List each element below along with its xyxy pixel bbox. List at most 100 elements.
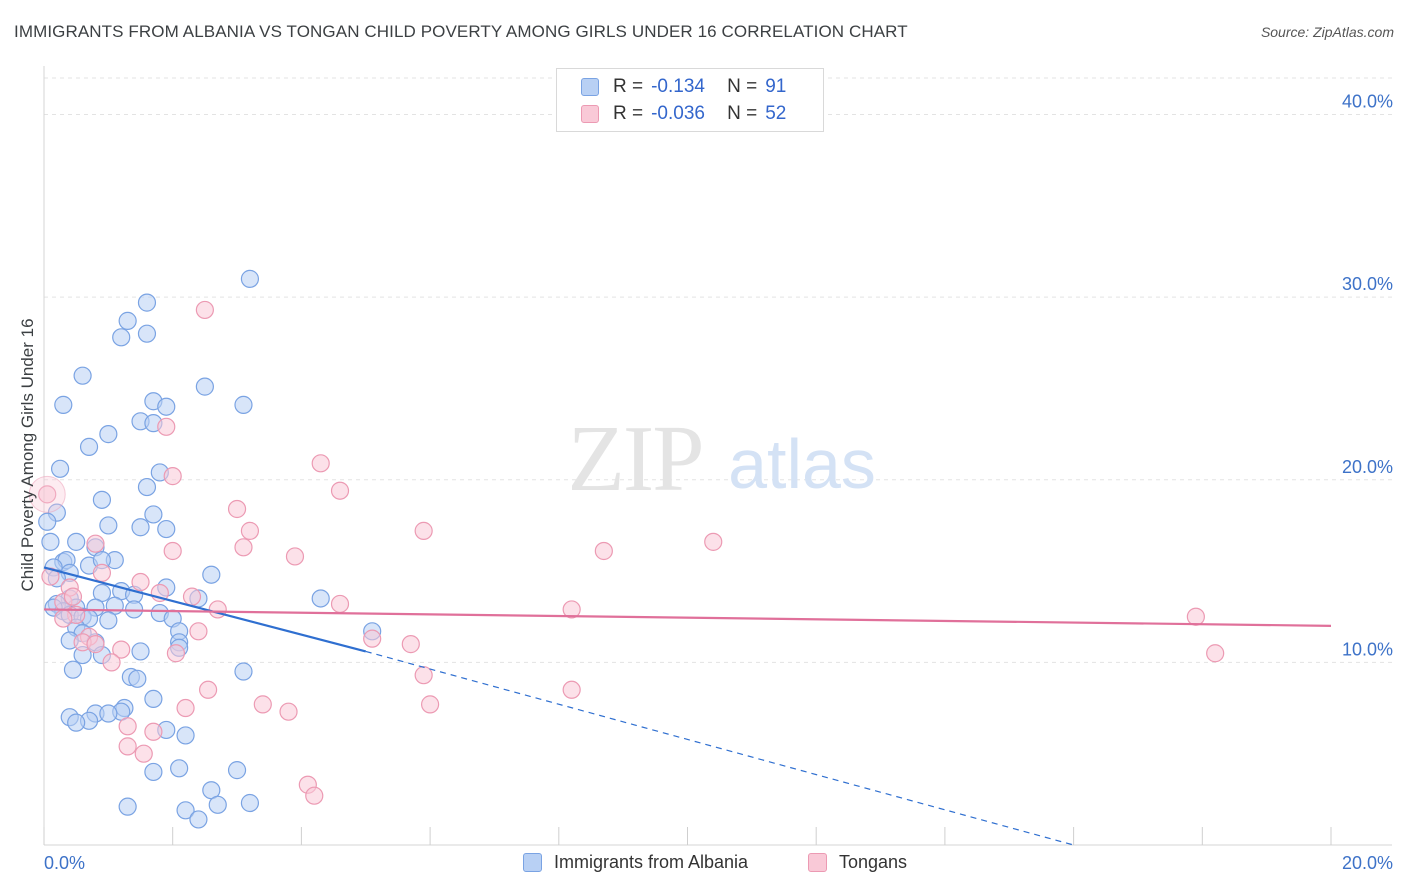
albania-point	[128, 669, 147, 688]
albania-point	[208, 795, 227, 814]
legend-r-label: R =	[613, 103, 644, 124]
albania-point	[67, 532, 86, 551]
series-legend-tongans[interactable]: Tongans	[808, 852, 907, 873]
tongan-point	[86, 534, 105, 553]
tongan-point	[330, 481, 350, 500]
albania-point	[227, 761, 247, 780]
albania-point	[73, 366, 92, 385]
albania-point	[157, 397, 176, 416]
tongan-point	[1186, 607, 1205, 626]
legend-n-label: N =	[727, 76, 758, 97]
albania-point	[112, 328, 131, 347]
tongan-point	[704, 532, 723, 551]
points-layer	[28, 269, 1225, 829]
axis-layer: 10.0% 20.0% 30.0% 40.0% 0.0% 20.0%	[43, 66, 1393, 873]
source-credit: Source: ZipAtlas.com	[1260, 24, 1394, 40]
tongan-point	[112, 640, 131, 659]
legend-row-tongans: R = -0.036 N = 52	[581, 102, 786, 126]
tongan-trend-line	[43, 608, 1332, 627]
albania-point	[137, 477, 157, 497]
tongan-point	[63, 587, 83, 606]
albania-point	[234, 395, 253, 414]
albania-point	[144, 505, 163, 524]
albania-point	[144, 689, 163, 709]
tongan-point	[118, 737, 137, 756]
albania-point	[54, 395, 73, 414]
legend-r-label: R =	[613, 76, 644, 97]
albania-trend-line	[43, 566, 367, 653]
albania-point	[311, 589, 330, 608]
grid-layer	[44, 77, 1392, 663]
albania-point	[170, 759, 189, 778]
tongan-point	[102, 653, 121, 672]
tongan-point	[157, 417, 176, 436]
tongan-point	[86, 635, 105, 654]
tongan-point	[401, 635, 420, 654]
tongan-point	[54, 609, 73, 628]
albania-point	[240, 793, 260, 813]
watermark-atlas: atlas	[728, 425, 876, 503]
legend-swatch-albania	[581, 78, 599, 96]
albania-point	[99, 611, 118, 630]
albania-point	[67, 713, 86, 732]
tongan-point	[1206, 644, 1225, 663]
tongan-point	[562, 680, 581, 699]
series-legend-label: Tongans	[839, 852, 908, 872]
albania-point	[118, 797, 137, 816]
tongan-point-large	[28, 475, 66, 513]
albania-point	[131, 518, 150, 537]
tongan-point	[240, 521, 260, 540]
legend-swatch-tongans	[581, 105, 599, 123]
tongan-point	[189, 622, 208, 641]
tongan-point	[285, 547, 305, 566]
series-legend-label: Immigrants from Albania	[554, 852, 749, 872]
albania-point	[137, 324, 157, 343]
series-swatch-albania	[523, 853, 542, 872]
tongan-point	[163, 541, 182, 561]
tongan-point	[311, 454, 330, 473]
series-swatch-tongans	[808, 853, 827, 872]
tongan-point	[363, 629, 382, 648]
tongan-point	[92, 563, 112, 582]
albania-point	[202, 565, 221, 584]
tongan-point	[414, 521, 433, 540]
albania-point	[79, 437, 99, 456]
albania-point	[99, 516, 118, 535]
albania-point	[99, 425, 118, 444]
tongan-point	[330, 594, 350, 614]
tongan-point	[134, 744, 153, 763]
albania-point	[137, 293, 157, 312]
x-tick-label: 0.0%	[44, 853, 85, 873]
tongan-point	[166, 644, 186, 663]
legend-r-value: -0.036	[651, 103, 705, 124]
x-tick-label: 20.0%	[1342, 853, 1393, 873]
tongan-point	[131, 572, 150, 592]
y-tick-label: 10.0%	[1342, 639, 1393, 659]
albania-point	[118, 311, 137, 330]
series-legend-albania[interactable]: Immigrants from Albania	[523, 852, 748, 873]
tongan-point	[594, 541, 613, 561]
albania-point	[41, 532, 60, 551]
tongan-point	[227, 499, 247, 519]
albania-point	[176, 801, 195, 820]
tongan-point	[118, 717, 137, 736]
albania-point	[38, 512, 57, 531]
tongan-point	[253, 695, 272, 714]
legend-n-value: 91	[765, 76, 787, 97]
chart-title: IMMIGRANTS FROM ALBANIA VS TONGAN CHILD …	[14, 22, 908, 41]
tongan-point	[182, 587, 202, 606]
tongan-point	[279, 702, 298, 721]
tongan-point	[234, 538, 253, 557]
correlation-legend: R = -0.134 N = 91 R = -0.036 N = 52	[556, 68, 824, 132]
legend-row-albania: R = -0.134 N = 91	[581, 75, 786, 99]
tongan-point	[198, 680, 218, 699]
albania-point	[63, 660, 83, 679]
albania-point	[144, 762, 163, 782]
y-axis-label: Child Poverty Among Girls Under 16	[18, 318, 37, 592]
tongan-point	[305, 786, 324, 805]
tongan-point	[38, 485, 57, 504]
albania-point	[176, 726, 195, 745]
albania-point	[50, 459, 70, 478]
albania-point	[189, 810, 208, 829]
